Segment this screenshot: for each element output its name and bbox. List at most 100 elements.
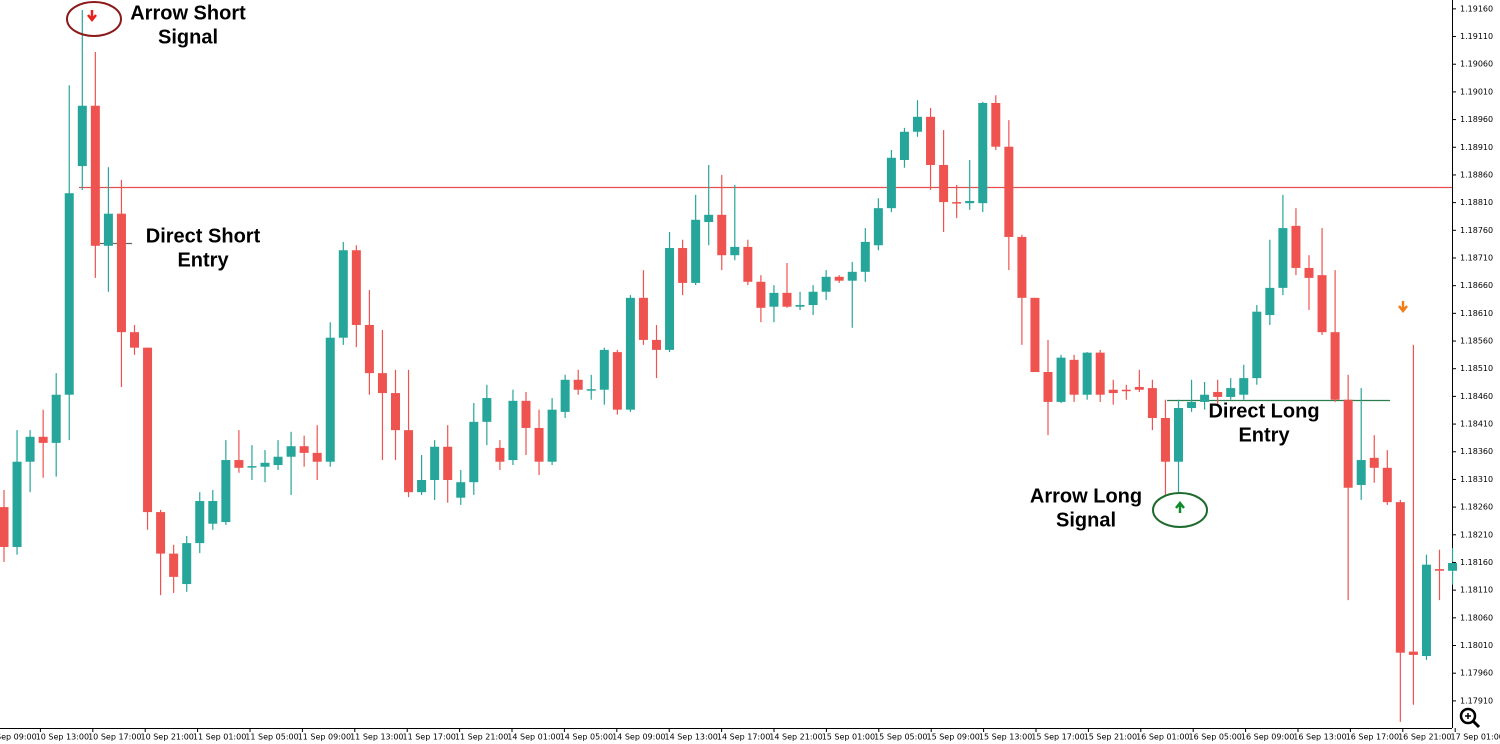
x-tick-label: 16 Sep 13:00 <box>1293 733 1346 742</box>
candle-body <box>143 347 153 513</box>
candle-body <box>1147 388 1157 418</box>
candle-body <box>182 543 192 585</box>
candle-body <box>1069 359 1079 395</box>
candle-body <box>886 157 896 209</box>
candle-body <box>1252 311 1262 379</box>
candle-body <box>1082 352 1092 395</box>
y-tick-label: 1.19060 <box>1460 60 1493 69</box>
candle-body <box>743 246 753 282</box>
candle-body <box>678 248 688 283</box>
x-tick-label: 17 Sep 01:00 <box>1450 733 1500 742</box>
candle-body <box>847 271 857 281</box>
x-tick-label: 11 Sep 05:00 <box>245 733 298 742</box>
candle-body <box>1369 457 1379 468</box>
candle-body <box>482 398 492 422</box>
candle-body <box>547 409 557 462</box>
candle-body <box>1108 389 1118 394</box>
x-tick-label: 15 Sep 13:00 <box>979 733 1032 742</box>
candle-body <box>338 250 348 338</box>
candle-body <box>364 324 374 374</box>
candle-body <box>1278 228 1288 288</box>
x-tick-label: 10 Sep 09:00 <box>0 733 37 742</box>
candle-body <box>299 446 309 453</box>
candle-body <box>873 208 883 246</box>
candle-body <box>208 501 218 524</box>
candle-body <box>1030 297 1040 373</box>
candle-body <box>952 202 962 204</box>
x-tick-label: 11 Sep 01:00 <box>193 733 246 742</box>
candle-body <box>704 214 714 222</box>
candle-body <box>1317 275 1327 333</box>
candle-body <box>495 447 505 462</box>
x-tick-label: 15 Sep 05:00 <box>874 733 927 742</box>
candle-body <box>795 305 805 307</box>
candle-body <box>456 482 466 498</box>
candle-body <box>1265 287 1275 316</box>
x-tick-label: 11 Sep 21:00 <box>455 733 508 742</box>
candle-body <box>312 452 322 462</box>
candle-body <box>404 430 414 493</box>
x-tick-label: 15 Sep 01:00 <box>822 733 875 742</box>
candle-body <box>103 213 113 246</box>
x-tick-label: 16 Sep 21:00 <box>1398 733 1451 742</box>
candle-body <box>64 193 74 395</box>
y-tick-label: 1.18360 <box>1460 447 1493 456</box>
x-tick-label: 16 Sep 09:00 <box>1241 733 1294 742</box>
x-tick-label: 11 Sep 17:00 <box>402 733 455 742</box>
candle-body <box>90 105 100 246</box>
y-tick-label: 1.18610 <box>1460 309 1493 318</box>
candle-body <box>965 200 975 204</box>
long-arrow <box>1175 500 1185 513</box>
candle-body <box>769 292 779 307</box>
x-tick-label: 10 Sep 17:00 <box>88 733 141 742</box>
candle-body <box>247 466 257 468</box>
candle-body <box>1408 651 1418 655</box>
candle-body <box>1004 146 1014 237</box>
exit-arrow <box>1398 301 1408 314</box>
candle-body <box>1095 352 1105 395</box>
candle-body <box>691 219 701 283</box>
candle-body <box>625 297 635 410</box>
candle-body <box>38 436 48 443</box>
long-signal-circle <box>1152 492 1208 528</box>
x-tick-label: 14 Sep 09:00 <box>612 733 665 742</box>
y-tick-label: 1.18510 <box>1460 364 1493 373</box>
candle-body <box>195 501 205 544</box>
annotation-text: Direct Short <box>146 225 261 247</box>
candle-body <box>730 246 740 256</box>
y-tick-label: 1.18710 <box>1460 253 1493 262</box>
candle-body <box>560 379 570 412</box>
y-tick-label: 1.18460 <box>1460 392 1493 401</box>
annotation-text: Entry <box>177 249 229 271</box>
candle-body <box>860 241 870 272</box>
candle-body <box>1435 569 1444 571</box>
candle-body <box>325 337 335 462</box>
x-tick-label: 16 Sep 01:00 <box>1136 733 1189 742</box>
short-arrow <box>87 10 97 23</box>
candle-body <box>286 446 296 457</box>
candle-body <box>665 248 675 350</box>
candle-body <box>1187 401 1197 409</box>
candle-body <box>756 281 766 308</box>
annotation-text: Entry <box>1238 424 1290 446</box>
candle-body <box>169 553 179 577</box>
candle-body <box>116 213 126 333</box>
candle-body <box>638 297 648 340</box>
annotation-text: Signal <box>1056 509 1116 531</box>
candle-body <box>51 394 61 443</box>
annotation-text: Arrow Long <box>1030 485 1142 507</box>
annotation-text: Signal <box>158 26 218 48</box>
candle-body <box>1421 564 1431 657</box>
zoom-icon[interactable] <box>1459 707 1481 729</box>
candle-body <box>0 507 9 547</box>
candle-body <box>377 373 387 394</box>
y-tick-label: 1.17960 <box>1460 669 1493 678</box>
candle-body <box>25 436 35 462</box>
candle-body <box>1200 394 1210 402</box>
x-tick-label: 14 Sep 05:00 <box>560 733 613 742</box>
candle-body <box>273 456 283 466</box>
candle-body <box>534 427 544 462</box>
candle-body <box>834 276 844 281</box>
candle-body <box>612 352 622 410</box>
